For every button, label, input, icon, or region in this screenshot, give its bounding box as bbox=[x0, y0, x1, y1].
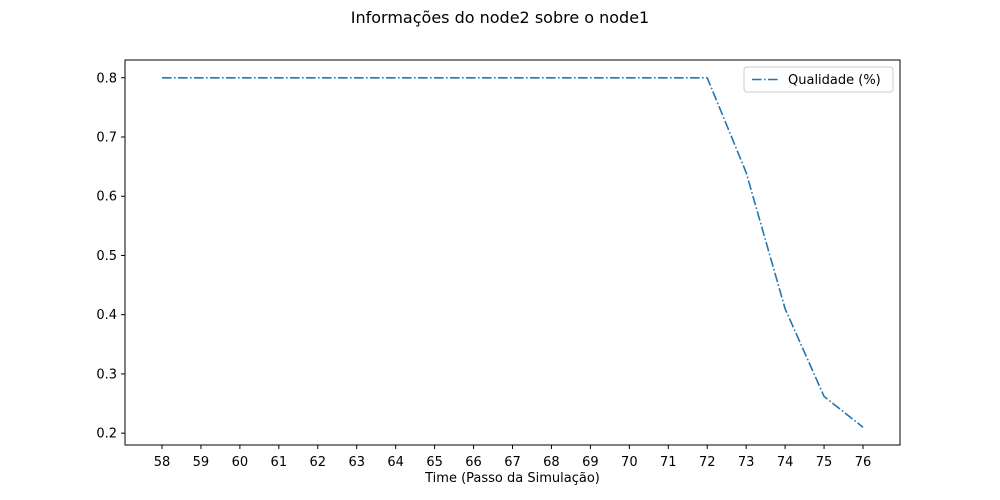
x-tick-label: 67 bbox=[504, 455, 521, 470]
series-layer bbox=[161, 76, 864, 428]
legend: Qualidade (%) bbox=[743, 66, 894, 93]
y-axis: 0.2 0.3 0.4 0.5 0.6 0.7 0.8 bbox=[96, 71, 125, 442]
x-tick-label: 75 bbox=[816, 455, 833, 470]
legend-label: Qualidade (%) bbox=[788, 73, 881, 88]
axes-frame bbox=[124, 59, 901, 446]
x-tick-label: 65 bbox=[426, 455, 443, 470]
x-tick-label: 74 bbox=[777, 455, 794, 470]
y-tick-label: 0.3 bbox=[96, 367, 117, 382]
x-tick-label: 70 bbox=[621, 455, 638, 470]
x-tick-label: 68 bbox=[543, 455, 560, 470]
x-axis: 58 59 60 61 62 63 64 65 66 67 68 69 70 71 72 73 74 75 76 bbox=[154, 445, 872, 470]
x-tick-label: 71 bbox=[660, 455, 677, 470]
x-tick-label: 69 bbox=[582, 455, 599, 470]
chart-title: Informações do node2 sobre o node1 bbox=[350, 8, 650, 27]
x-tick-label: 58 bbox=[154, 455, 171, 470]
x-axis-label: Time (Passo da Simulação) bbox=[425, 471, 600, 486]
x-tick-label: 62 bbox=[310, 455, 327, 470]
x-tick-label: 66 bbox=[465, 455, 482, 470]
x-tick-label: 59 bbox=[193, 455, 210, 470]
x-tick-label: 76 bbox=[855, 455, 872, 470]
x-tick-label: 64 bbox=[387, 455, 404, 470]
legend-box bbox=[743, 66, 894, 93]
x-tick-label: 72 bbox=[699, 455, 716, 470]
y-tick-label: 0.8 bbox=[96, 71, 117, 86]
x-tick-label: 60 bbox=[232, 455, 249, 470]
y-tick-label: 0.2 bbox=[96, 427, 117, 442]
x-tick-label: 63 bbox=[348, 455, 365, 470]
y-tick-label: 0.7 bbox=[96, 131, 117, 146]
x-tick-label: 61 bbox=[271, 455, 288, 470]
y-tick-label: 0.5 bbox=[96, 249, 117, 264]
y-tick-label: 0.6 bbox=[96, 190, 117, 205]
series-line-0 bbox=[161, 76, 864, 428]
x-tick-label: 73 bbox=[738, 455, 755, 470]
y-tick-label: 0.4 bbox=[96, 308, 117, 323]
